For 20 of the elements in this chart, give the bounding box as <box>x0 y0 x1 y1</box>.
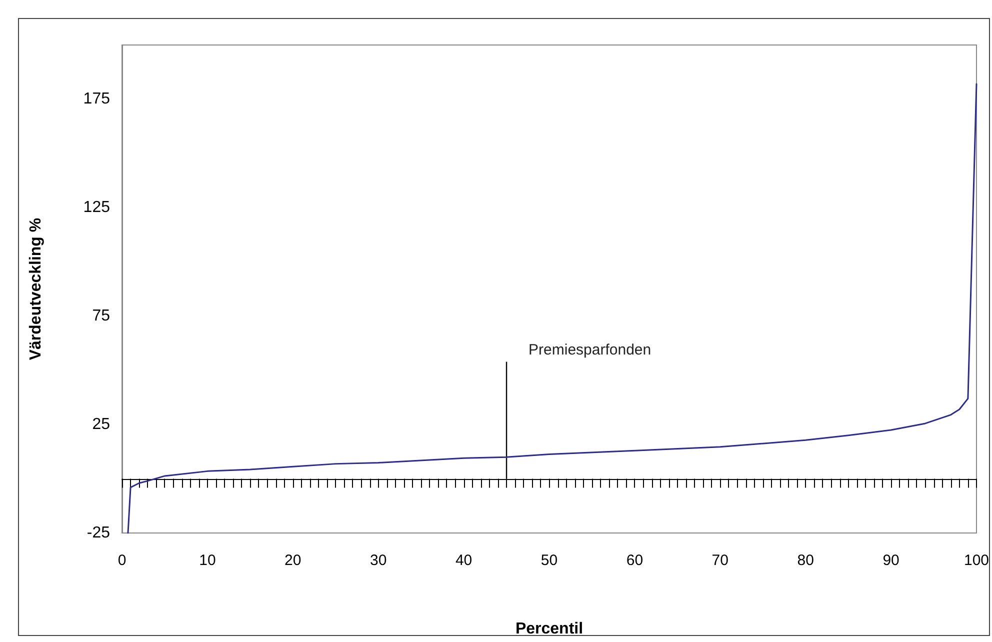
x-tick-label: 40 <box>455 552 472 569</box>
y-tick-label: 25 <box>92 416 110 434</box>
x-tick-label: 20 <box>284 552 302 569</box>
x-tick-label: 10 <box>199 552 216 569</box>
x-tick-label: 30 <box>370 552 387 569</box>
x-tick-label: 100 <box>964 552 989 569</box>
x-tick-label: 70 <box>712 552 728 569</box>
line-series <box>127 83 978 534</box>
y-tick-label: 175 <box>83 90 110 108</box>
y-tick-label: -25 <box>86 524 110 542</box>
y-tick-label: 75 <box>92 308 110 325</box>
x-tick-label: 80 <box>797 552 814 569</box>
y-axis-title: Värdeutveckling % <box>28 218 44 360</box>
x-tick-label: 50 <box>540 552 558 569</box>
x-tick-label: 0 <box>118 552 126 569</box>
x-tick-label: 60 <box>626 552 644 569</box>
y-tick-label: 125 <box>83 199 110 216</box>
x-axis-title: Percentil <box>515 620 584 638</box>
ref-line-label: Premiesparfonden <box>528 341 652 358</box>
x-tick-label: 90 <box>882 552 900 569</box>
